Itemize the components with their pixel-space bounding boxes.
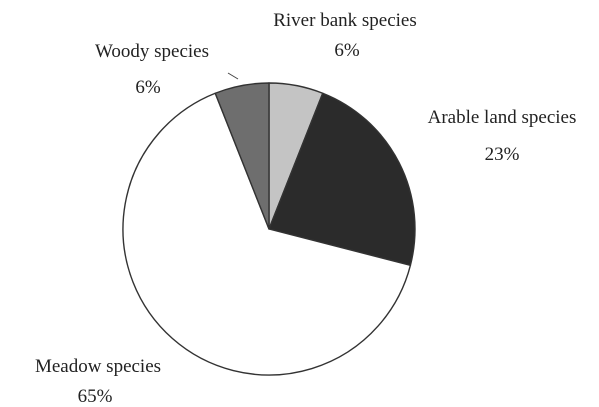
woody-leader-line [227,72,239,80]
river-bank-label: River bank species [273,10,417,31]
arable-land-label: Arable land species [428,107,577,128]
pie-slice-woody-species [214,82,270,230]
woody-label: Woody species [95,41,209,62]
arable-land-percent: 23% [485,144,520,165]
river-bank-percent: 6% [334,40,360,61]
pie-slice-arable-land-species [268,92,416,267]
meadow-label: Meadow species [35,356,161,377]
woody-percent: 6% [135,77,161,98]
pie-slices [122,82,416,376]
pie-slice-meadow-species [122,92,412,376]
meadow-percent: 65% [78,386,113,407]
